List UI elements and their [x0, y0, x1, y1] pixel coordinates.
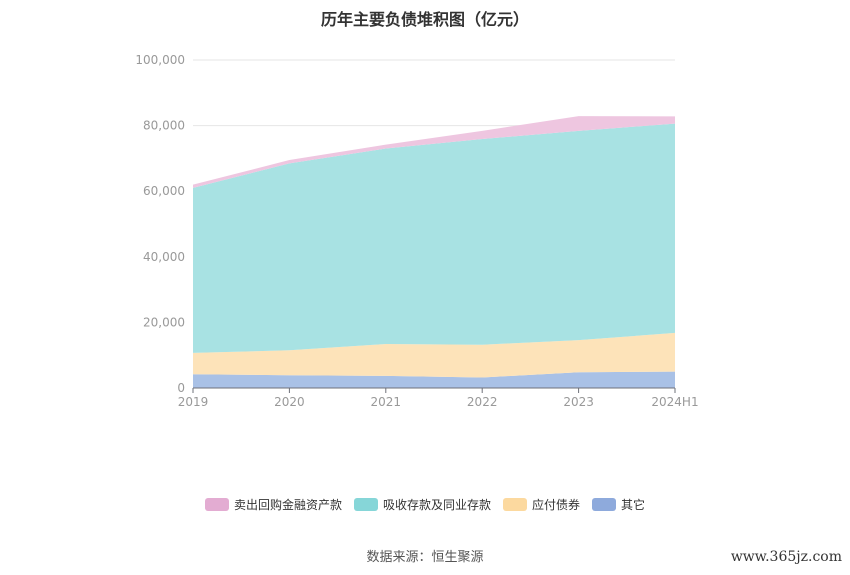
- legend-label: 其它: [621, 498, 646, 512]
- x-tick-label: 2019: [178, 395, 209, 409]
- y-tick-label: 60,000: [143, 184, 185, 198]
- x-tick-label: 2024H1: [651, 395, 698, 409]
- y-tick-label: 40,000: [143, 250, 185, 264]
- legend-swatch: [592, 498, 617, 511]
- legend-label: 应付债券: [532, 498, 581, 512]
- chart-legend: 卖出回购金融资产款 吸收存款及同业存款 应付债券 其它: [0, 496, 850, 514]
- legend-swatch: [204, 498, 229, 511]
- area-series-4: [193, 116, 675, 188]
- legend-label: 吸收存款及同业存款: [382, 498, 491, 512]
- data-source-note: 数据来源：恒生聚源: [366, 550, 484, 565]
- y-tick-label: 80,000: [143, 119, 185, 133]
- axes: 0 20,000 40,000 60,000 80,000 100,000 2019 2020…: [135, 53, 698, 409]
- legend-item[interactable]: 其它: [592, 496, 645, 513]
- x-tick-label: 2021: [371, 395, 402, 409]
- x-tick-label: 2020: [274, 395, 305, 409]
- area-series-1: [193, 371, 675, 388]
- watermark: www.365jz.com: [730, 549, 842, 565]
- x-tick-label: 2023: [563, 395, 594, 409]
- area-series: [193, 116, 675, 388]
- legend-swatch: [353, 498, 378, 511]
- legend-label: 卖出回购金融资产款: [233, 498, 342, 512]
- area-series-2: [193, 332, 675, 378]
- stacked-area-chart: 0 20,000 40,000 60,000 80,000 100,000 2019 2020…: [135, 53, 698, 409]
- chart-title: 历年主要负债堆积图（亿元）: [320, 10, 529, 29]
- y-tick-label: 20,000: [143, 315, 185, 329]
- legend-item[interactable]: 卖出回购金融资产款: [204, 496, 342, 513]
- area-series-3: [193, 123, 675, 353]
- legend-item[interactable]: 吸收存款及同业存款: [353, 496, 491, 513]
- y-tick-label: 0: [177, 381, 185, 395]
- legend-swatch: [503, 498, 527, 511]
- x-tick-label: 2022: [467, 395, 498, 409]
- legend-item[interactable]: 应付债券: [503, 496, 580, 513]
- y-tick-label: 100,000: [135, 53, 185, 67]
